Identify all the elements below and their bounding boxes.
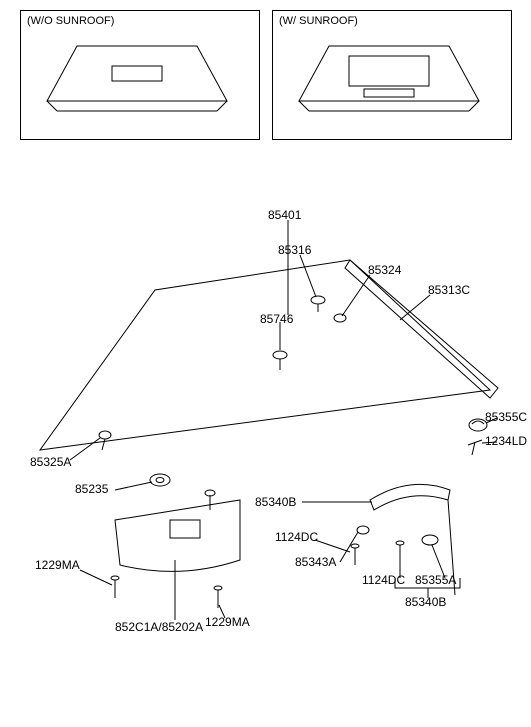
clip-85316 (311, 296, 325, 312)
side-rail (345, 260, 498, 398)
label-85325A: 85325A (30, 455, 71, 469)
clip-85746 (273, 351, 287, 370)
label-85235: 85235 (75, 482, 108, 496)
main-diagram (0, 200, 531, 700)
variant-with-sunroof: (W/ SUNROOF) (272, 10, 512, 140)
label-85355A: 85355A (415, 573, 456, 587)
page-root: (W/O SUNROOF) (W/ SUNROOF) (0, 0, 531, 727)
label-85355C: 85355C (485, 410, 527, 424)
screw-1229MA-left (111, 576, 119, 598)
sunvisor (115, 490, 240, 571)
label-1234LD: 1234LD (485, 434, 527, 448)
label-85340B-top: 85340B (255, 495, 296, 509)
screw-1234LD (468, 440, 482, 455)
assist-grip (370, 484, 450, 510)
retainer-85235 (150, 474, 170, 486)
variant-without-sunroof-illustration (27, 31, 247, 126)
cap-85343A (357, 526, 369, 534)
screw-1124DC-left (351, 544, 359, 565)
label-85746: 85746 (260, 312, 293, 326)
variant-without-sunroof-caption: (W/O SUNROOF) (27, 15, 114, 27)
variant-with-sunroof-caption: (W/ SUNROOF) (279, 15, 358, 27)
label-85340B-bottom: 85340B (405, 595, 446, 609)
headliner-panel (40, 260, 490, 450)
label-85343A: 85343A (295, 555, 336, 569)
label-85316: 85316 (278, 243, 311, 257)
label-1124DC-left: 1124DC (275, 530, 318, 544)
screw-1229MA-right (214, 586, 222, 608)
hook-85355A (422, 535, 438, 545)
label-85201A-85202A: 852C1A/85202A (115, 620, 203, 634)
label-1124DC-right: 1124DC (362, 573, 405, 587)
label-1229MA-left: 1229MA (35, 558, 80, 572)
label-85324: 85324 (368, 263, 401, 277)
screw-1124DC-right (396, 541, 404, 562)
variant-without-sunroof: (W/O SUNROOF) (20, 10, 260, 140)
label-1229MA-right: 1229MA (205, 615, 250, 629)
clip-85324 (334, 314, 346, 322)
label-85313C: 85313C (428, 283, 470, 297)
leader-lines (70, 220, 497, 620)
label-85401: 85401 (268, 208, 301, 222)
variant-with-sunroof-illustration (279, 31, 499, 126)
